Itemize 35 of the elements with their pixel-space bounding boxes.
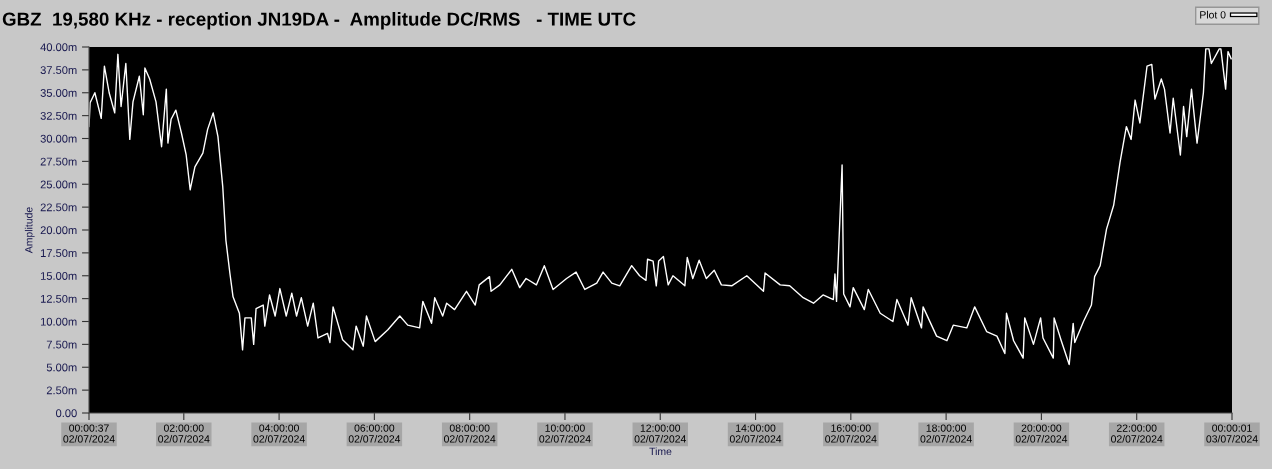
x-tick-label: 14:00:00 02/07/2024 [729, 424, 782, 443]
x-tick-label: 10:00:00 02/07/2024 [539, 424, 591, 443]
y-tick-label: 37.50m [40, 66, 77, 75]
y-tick-label: 12.50m [40, 294, 77, 303]
y-tick-label: 27.50m [40, 157, 77, 166]
line-series [89, 48, 1232, 366]
y-axis-title: Amplitude [24, 207, 35, 254]
x-tick-label: 00:00:37 02/07/2024 [63, 424, 115, 443]
legend-label: Plot 0 [1200, 10, 1226, 19]
x-tick-label: 22:00:00 02/07/2024 [1111, 424, 1163, 443]
y-tick-label: 17.50m [40, 249, 77, 258]
x-tick-label: 12:00:00 02/07/2024 [634, 424, 687, 443]
x-tick-label: 02:00:00 02/07/2024 [158, 424, 210, 443]
x-tick-label: 08:00:00 02/07/2024 [444, 424, 496, 443]
y-tick-label: 40.00m [40, 43, 77, 52]
y-tick-label: 20.00m [40, 226, 77, 235]
y-tick-label: 30.00m [40, 134, 77, 143]
y-tick-label: 25.00m [40, 180, 77, 189]
chart-title: GBZ 19,580 KHz - reception JN19DA - Amplitude DC/RMS - TIME UTC [2, 12, 636, 30]
y-tick-label: 2.50m [46, 386, 77, 395]
y-tick-label: 7.50m [46, 340, 77, 349]
x-axis-title: Time [649, 447, 672, 456]
x-tick-label: 04:00:00 02/07/2024 [253, 424, 305, 443]
y-tick-label: 5.00m [46, 363, 77, 372]
y-tick-label: 35.00m [40, 89, 77, 97]
y-tick-label: 0.00 [56, 409, 77, 418]
y-tick-label: 22.50m [40, 203, 77, 212]
y-tick-label: 32.50m [40, 111, 77, 120]
x-tick-label: 20:00:00 02/07/2024 [1015, 424, 1068, 443]
x-tick-label: 16:00:00 02/07/2024 [825, 424, 877, 443]
x-tick-label: 18:00:00 02/07/2024 [920, 424, 972, 443]
x-tick-label: 06:00:00 02/07/2024 [348, 424, 401, 443]
y-tick-label: 15.00m [40, 272, 77, 280]
x-tick-label: 00:00:01 03/07/2024 [1206, 424, 1258, 443]
y-tick-label: 10.00m [40, 317, 77, 326]
